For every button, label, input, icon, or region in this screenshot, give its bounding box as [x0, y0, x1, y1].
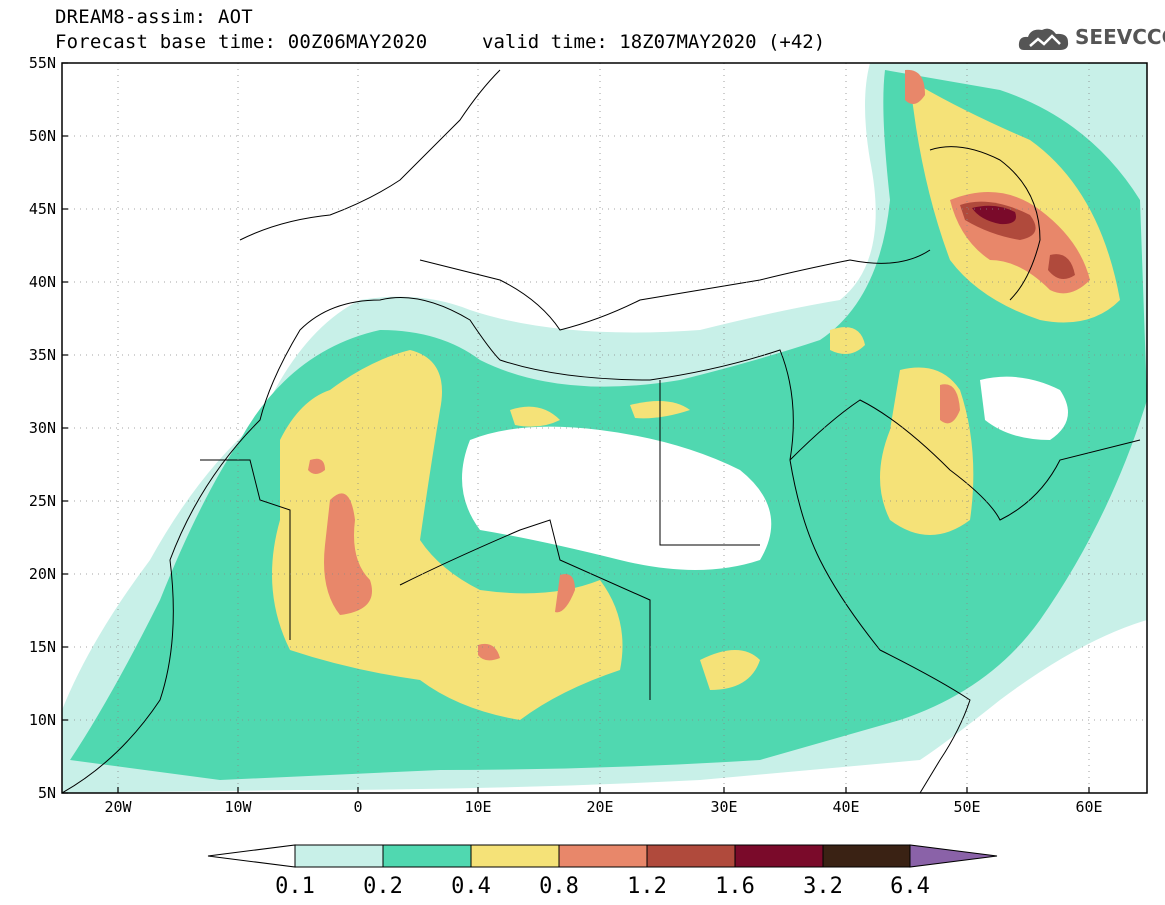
lon-label: 0 — [353, 798, 362, 816]
lat-label: 55N — [29, 54, 56, 72]
dust-field-layer — [62, 63, 1147, 793]
colorbar-segment — [470, 844, 560, 868]
lat-label: 25N — [29, 492, 56, 510]
lon-label: 10W — [224, 798, 252, 816]
longitude-labels: 20W 10W 0 10E 20E 30E 40E 50E 60E — [104, 798, 1102, 816]
lon-label: 60E — [1075, 798, 1102, 816]
lon-label: 40E — [832, 798, 859, 816]
graticule — [62, 63, 1147, 793]
lat-label: 20N — [29, 565, 56, 583]
colorbar-label: 1.6 — [715, 874, 755, 899]
lat-label: 40N — [29, 273, 56, 291]
lat-label: 5N — [38, 784, 56, 802]
latitude-labels: 55N 50N 45N 40N 35N 30N 25N 20N 15N 10N … — [29, 54, 56, 802]
aot-region-0.4 — [272, 350, 623, 720]
colorbar-label: 6.4 — [890, 874, 930, 899]
colorbar-segment — [294, 844, 384, 868]
colorbar-label: 0.4 — [451, 874, 491, 899]
lon-label: 30E — [710, 798, 737, 816]
colorbar — [207, 844, 998, 868]
valid-time: valid time: 18Z07MAY2020 (+42) — [482, 31, 826, 53]
colorbar-label: 1.2 — [627, 874, 667, 899]
lon-label: 10E — [464, 798, 491, 816]
clean-air-area — [462, 426, 772, 570]
cloud-logo-icon — [1018, 28, 1069, 50]
lat-label: 35N — [29, 346, 56, 364]
colorbar-segment — [822, 844, 911, 868]
aot-region-1.6 — [972, 205, 1016, 225]
forecast-base-time: Forecast base time: 00Z06MAY2020 — [55, 31, 428, 53]
colorbar-segment — [646, 844, 736, 868]
lat-label: 45N — [29, 200, 56, 218]
colorbar-segment — [382, 844, 472, 868]
lon-label: 20W — [104, 798, 132, 816]
colorbar-label: 0.2 — [363, 874, 403, 899]
colorbar-label: 0.8 — [539, 874, 579, 899]
lon-label: 50E — [953, 798, 980, 816]
colorbar-label: 3.2 — [803, 874, 843, 899]
colorbar-low-arrow — [207, 844, 296, 868]
coastlines — [62, 69, 1141, 793]
tick-marks — [62, 62, 1090, 794]
colorbar-label: 0.1 — [275, 874, 315, 899]
logo-text: SEEVCCC — [1075, 25, 1165, 49]
colorbar-segment — [734, 844, 824, 868]
colorbar-labels: 0.1 0.2 0.4 0.8 1.2 1.6 3.2 6.4 — [275, 874, 930, 899]
map-title: DREAM8-assim: AOT — [55, 6, 253, 28]
aot-region-0.8 — [324, 493, 372, 615]
lat-label: 15N — [29, 638, 56, 656]
lat-label: 30N — [29, 419, 56, 437]
lon-label: 20E — [586, 798, 613, 816]
lat-label: 50N — [29, 127, 56, 145]
colorbar-segment — [558, 844, 648, 868]
lat-label: 10N — [29, 711, 56, 729]
colorbar-high-arrow — [909, 844, 998, 868]
